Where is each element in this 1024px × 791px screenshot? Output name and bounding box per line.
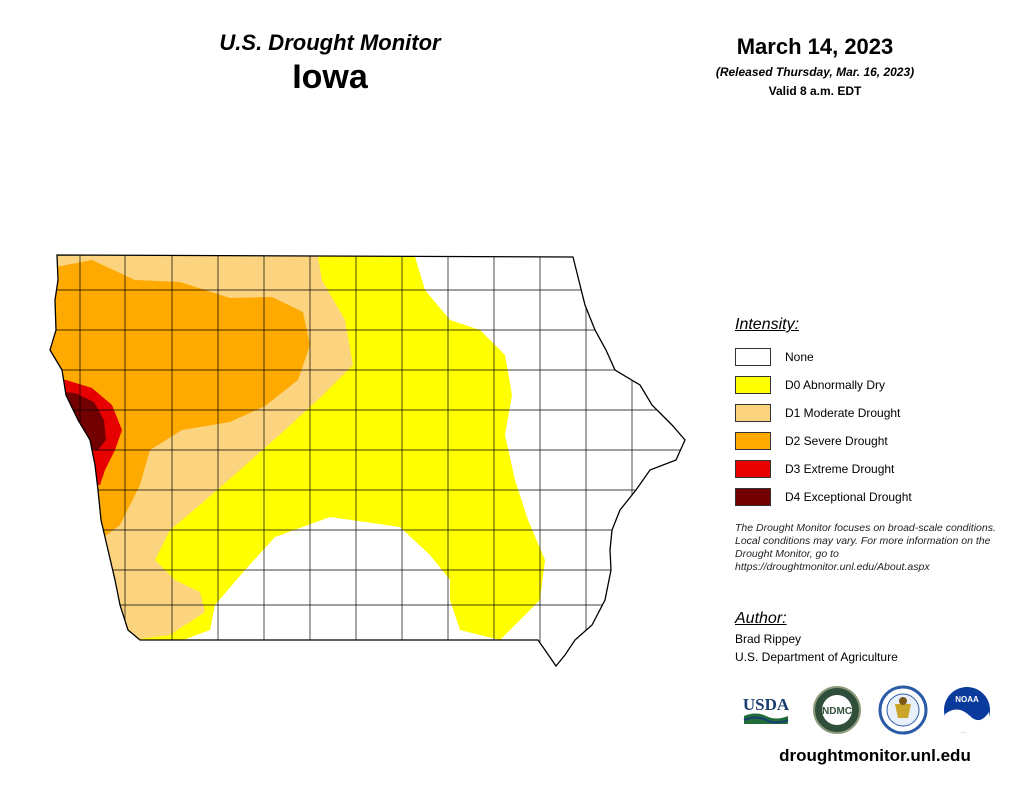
legend-label-d4: D4 Exceptional Drought [785, 490, 912, 504]
legend-row-d0: D0 Abnormally Dry [735, 371, 1015, 399]
legend-swatch-d4 [735, 488, 771, 506]
website-url[interactable]: droughtmonitor.unl.edu [779, 746, 971, 765]
partner-logos: USDA NDMC NOAA [743, 685, 990, 735]
release-date: (Released Thursday, Mar. 16, 2023) [715, 65, 915, 79]
legend-swatch-d3 [735, 460, 771, 478]
author-block: Author: Brad Rippey U.S. Department of A… [735, 610, 1015, 664]
disclaimer-note: The Drought Monitor focuses on broad-sca… [735, 522, 996, 573]
map-date: March 14, 2023 [736, 34, 894, 59]
legend-swatch-d2 [735, 432, 771, 450]
legend-row-d4: D4 Exceptional Drought [735, 483, 1015, 511]
legend-label-d3: D3 Extreme Drought [785, 462, 895, 476]
legend-row-d1: D1 Moderate Drought [735, 399, 1015, 427]
legend-label-d2: D2 Severe Drought [785, 434, 888, 448]
legend-heading: Intensity: [735, 316, 800, 333]
ndmc-logo-text: NDMC [822, 706, 852, 717]
noaa-logo-text: NOAA [955, 695, 979, 704]
monitor-title: U.S. Drought Monitor [219, 30, 441, 55]
author-name: Brad Rippey [735, 632, 802, 646]
date-block: March 14, 2023 (Released Thursday, Mar. … [660, 34, 970, 98]
doc-seal-logo [878, 685, 928, 735]
state-title: Iowa [292, 58, 368, 96]
usda-logo: USDA [743, 695, 790, 724]
legend-row-d3: D3 Extreme Drought [735, 455, 1015, 483]
noaa-logo: NOAA [944, 687, 990, 734]
state-boundary [49, 254, 686, 668]
intensity-legend: Intensity: None D0 Abnormally Dry D1 Mod… [735, 316, 1015, 511]
usda-logo-text: USDA [743, 695, 790, 714]
legend-swatch-none [735, 348, 771, 366]
title-block: U.S. Drought Monitor Iowa [150, 30, 510, 97]
legend-row-none: None [735, 343, 1015, 371]
author-heading: Author: [735, 610, 787, 627]
legend-label-d1: D1 Moderate Drought [785, 406, 901, 420]
legend-swatch-d0 [735, 376, 771, 394]
ndmc-logo: NDMC [813, 686, 861, 734]
legend-swatch-d1 [735, 404, 771, 422]
legend-row-d2: D2 Severe Drought [735, 427, 1015, 455]
legend-label-none: None [785, 350, 814, 364]
legend-label-d0: D0 Abnormally Dry [785, 378, 886, 392]
valid-time: Valid 8 a.m. EDT [768, 84, 862, 98]
author-organization: U.S. Department of Agriculture [735, 650, 898, 664]
